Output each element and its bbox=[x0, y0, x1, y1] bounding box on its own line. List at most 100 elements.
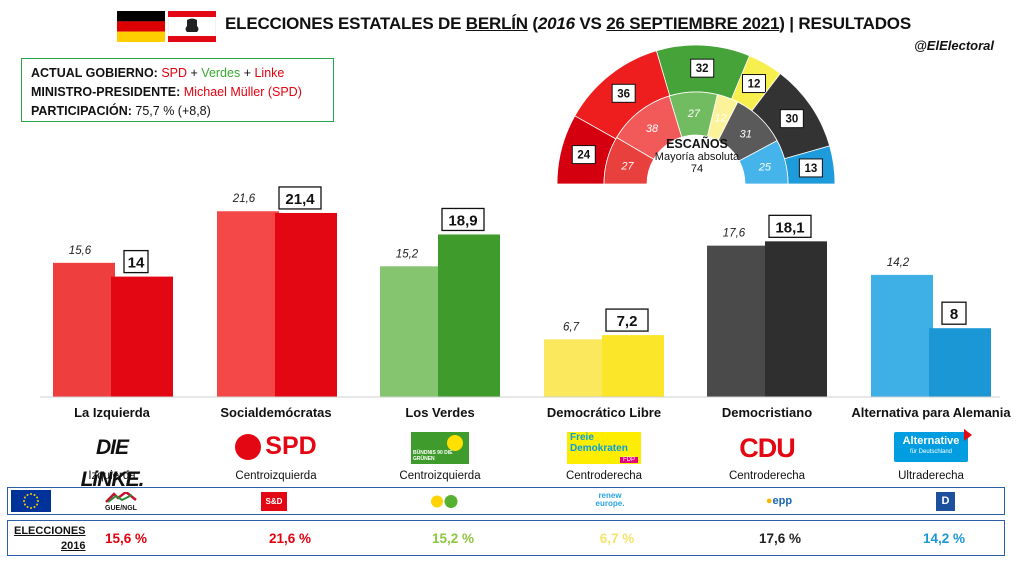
results-2016-row: ELECCIONES 2016 15,6 % 21,6 % 15,2 % 6,7 % 17… bbox=[7, 520, 1005, 556]
seat-arc-2021-label-box bbox=[798, 158, 823, 178]
afd-arrow-icon bbox=[964, 429, 972, 441]
greens-efa-logo-icon bbox=[431, 495, 458, 508]
seat-arc-2021-label-box bbox=[742, 74, 766, 94]
seat-arc-2021-label: 30 bbox=[785, 114, 798, 126]
seat-arc-2021-label: 12 bbox=[748, 79, 761, 91]
turnout-line: PARTICIPACIÓN: 75,7 % (+8,8) bbox=[31, 104, 211, 118]
bar-2021 bbox=[111, 276, 173, 397]
die-linke-logo: DIE LiNKE. bbox=[80, 436, 145, 491]
bar-2021 bbox=[438, 234, 500, 397]
bar-2021-label: 14 bbox=[128, 255, 145, 272]
fdp-logo: Freie Demokraten FDP bbox=[567, 432, 641, 464]
party-logo: Freie Demokraten FDP bbox=[567, 432, 641, 464]
seat-arc-2016-label: 31 bbox=[740, 128, 752, 140]
bar-2021-label-box bbox=[768, 214, 812, 238]
bar-2016 bbox=[380, 266, 442, 397]
guengl-logo-icon bbox=[105, 490, 137, 503]
eu-star-icon bbox=[36, 503, 39, 506]
eu-group-renew: renew europe. bbox=[595, 491, 625, 508]
majority-value: 74 bbox=[690, 163, 704, 175]
eu-star-icon bbox=[26, 493, 29, 496]
eu-star-icon bbox=[23, 496, 26, 499]
seat-arc-2021-label: 24 bbox=[577, 150, 590, 162]
eu-group-greens bbox=[424, 492, 464, 511]
party-name: Democrático Libre bbox=[546, 405, 662, 420]
row-2016-label: ELECCIONES 2016 bbox=[14, 525, 86, 552]
result-2016-value: 21,6 % bbox=[268, 531, 312, 546]
eu-star-icon bbox=[36, 496, 39, 499]
bar-2016 bbox=[53, 262, 115, 397]
bar-2016 bbox=[707, 245, 769, 397]
party-name: Los Verdes bbox=[405, 405, 475, 420]
afd-logo: Alternative für Deutschland bbox=[894, 429, 972, 462]
seat-arc-2016-label: 38 bbox=[646, 123, 659, 135]
spd-rose-icon bbox=[235, 433, 262, 460]
bar-2016 bbox=[871, 274, 933, 397]
bar-2016 bbox=[544, 339, 606, 397]
seat-arc-2016-label: 27 bbox=[620, 160, 634, 172]
party-logo: SPD bbox=[228, 432, 324, 464]
bar-2016-label: 6,7 bbox=[563, 321, 580, 333]
bar-2021-label-box bbox=[605, 308, 649, 332]
eu-star-icon bbox=[23, 503, 26, 506]
eu-group-row: GUE/NGL S&D renew europe. ●epp D bbox=[7, 487, 1005, 515]
eu-star-icon bbox=[33, 493, 36, 496]
bar-2016-label: 17,6 bbox=[723, 228, 746, 240]
bar-series: 15,6 14 21,6 21,4 15,2 18,9 6,7 7,2 17,6 18,1 14,2… bbox=[53, 186, 991, 397]
result-2016-value: 17,6 % bbox=[758, 531, 802, 546]
party-name: Democristiano bbox=[721, 405, 813, 420]
eu-group-sd: S&D bbox=[261, 492, 287, 511]
result-2016-value: 15,2 % bbox=[431, 531, 475, 546]
party-name: Alternativa para Alemania bbox=[851, 405, 1011, 420]
party-logo: DIE LiNKE. bbox=[67, 432, 157, 491]
gruene-logo: BÜNDNIS 90 DIE GRÜNEN bbox=[411, 432, 469, 464]
eu-group-guengl: GUE/NGL bbox=[91, 490, 151, 512]
germany-flag-icon bbox=[117, 11, 165, 42]
eu-flag-icon bbox=[11, 490, 51, 512]
eu-star-icon bbox=[30, 507, 32, 509]
bar-2021-label: 7,2 bbox=[617, 313, 638, 330]
bar-2021-label-box bbox=[941, 301, 967, 325]
eu-star-icon bbox=[23, 500, 25, 502]
bar-2016-label: 15,6 bbox=[69, 245, 92, 257]
sunflower-icon bbox=[447, 435, 463, 451]
seat-arc-2021-label-box bbox=[690, 58, 715, 78]
bar-2021-label: 21,4 bbox=[285, 191, 315, 208]
bar-2016-label: 14,2 bbox=[887, 257, 910, 269]
eu-star-icon bbox=[37, 500, 39, 502]
bar-2021-label-box bbox=[123, 249, 149, 274]
party-ideology: Centroderecha bbox=[728, 470, 806, 482]
seat-arc-2016-label: 25 bbox=[758, 162, 772, 174]
seat-arc-2021-label-box bbox=[571, 145, 596, 165]
party-logo: CDU bbox=[727, 432, 807, 464]
bar-2016-label: 21,6 bbox=[232, 193, 256, 205]
bar-2021-label: 18,1 bbox=[775, 219, 804, 236]
berlin-flag-icon bbox=[168, 11, 216, 42]
seat-arc-2021-label-box bbox=[779, 109, 804, 129]
eu-star-icon bbox=[26, 506, 29, 509]
seat-arc-2021-label: 32 bbox=[696, 63, 709, 75]
seat-arc-2021-label: 36 bbox=[617, 88, 630, 100]
result-2016-value: 14,2 % bbox=[922, 531, 966, 546]
government-line: ACTUAL GOBIERNO: SPD + Verdes + Linke bbox=[31, 66, 285, 80]
guengl-label: GUE/NGL bbox=[105, 505, 137, 512]
seat-arc-2016-label: 12 bbox=[714, 112, 726, 124]
party-ideology: Ultraderecha bbox=[898, 470, 964, 482]
bar-2021 bbox=[765, 241, 827, 397]
party-ideology: Centroizquierda bbox=[399, 470, 481, 482]
eu-star-icon bbox=[30, 493, 32, 495]
government-info-box: ACTUAL GOBIERNO: SPD + Verdes + Linke MI… bbox=[21, 58, 334, 122]
bar-2016 bbox=[217, 211, 279, 397]
party-name: La Izquierda bbox=[74, 405, 150, 420]
result-2016-value: 15,6 % bbox=[104, 531, 148, 546]
party-ideology: Izquierda bbox=[88, 470, 136, 482]
party-logo: Alternative für Deutschland bbox=[894, 429, 972, 464]
seat-arc-2016-label: 27 bbox=[687, 108, 701, 120]
minister-line: MINISTRO-PRESIDENTE: Michael Müller (SPD… bbox=[31, 85, 302, 99]
page-title: ELECCIONES ESTATALES DE BERLÍN (2016 VS … bbox=[225, 14, 911, 33]
eu-group-epp: ●epp bbox=[765, 495, 793, 507]
seat-arc-2021-label-box bbox=[611, 83, 636, 103]
bar-2021 bbox=[929, 328, 991, 397]
author-handle: @ElElectoral bbox=[914, 38, 994, 53]
